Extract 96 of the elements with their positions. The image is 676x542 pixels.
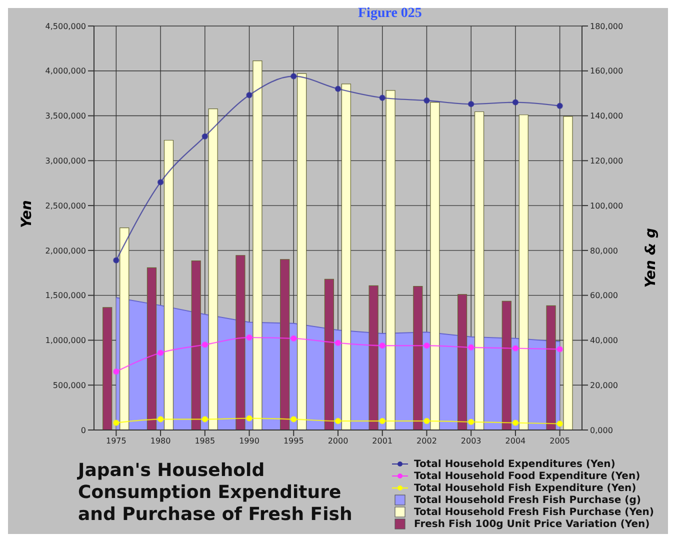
bar <box>164 140 174 430</box>
point <box>157 416 164 422</box>
point <box>468 344 474 351</box>
bar <box>236 255 246 430</box>
bar <box>191 260 201 430</box>
y-tick-label: 4,500,000 <box>45 22 86 31</box>
point <box>556 420 563 427</box>
x-tick-label: 2004 <box>505 436 526 446</box>
point <box>290 335 297 342</box>
point <box>246 415 252 422</box>
point <box>379 342 386 349</box>
point <box>379 418 386 424</box>
bar <box>563 116 573 430</box>
y2-tick-label: 20,000 <box>590 380 618 390</box>
bar <box>341 84 351 430</box>
legend-label: Total Household Fresh Fish Purchase (g) <box>414 494 641 506</box>
y-tick-label: 500,000 <box>52 380 86 390</box>
bar <box>413 286 423 430</box>
y2-tick-label: 40,000 <box>590 336 618 346</box>
point <box>468 101 474 108</box>
y-axis-title: Yen <box>18 200 35 228</box>
point <box>202 133 208 140</box>
x-tick-label: 2002 <box>416 436 437 446</box>
x-tick-label: 1975 <box>106 436 126 446</box>
bar <box>457 294 468 430</box>
y2-tick-label: 60,000 <box>590 291 618 300</box>
point <box>424 418 430 424</box>
y-tick-label: 2,000,000 <box>45 246 86 256</box>
y-tick-label: 1,500,000 <box>45 291 86 300</box>
point <box>424 97 430 104</box>
point <box>334 86 342 92</box>
y-tick-label: 3,000,000 <box>45 156 86 166</box>
point <box>157 179 164 186</box>
point <box>334 340 342 346</box>
point <box>113 257 120 264</box>
legend-label: Total Household Expenditures (Yen) <box>414 458 616 470</box>
point <box>246 92 252 98</box>
point <box>468 418 474 426</box>
point <box>512 420 519 426</box>
bar <box>297 73 307 430</box>
text: Japan's Household Consumption Expenditure and Purchase of Fresh Fish <box>78 460 354 526</box>
x-tick-label: 2005 <box>550 436 570 446</box>
bar <box>368 285 378 430</box>
caption: Figure 025 <box>358 6 422 22</box>
x-tick-label: 2003 <box>460 436 482 446</box>
point <box>290 73 297 80</box>
point <box>556 102 563 109</box>
legend-label: Total Household Food Expenditure (Yen) <box>414 470 640 482</box>
y2-tick-label: 140,000 <box>590 112 624 121</box>
point <box>113 420 120 426</box>
y2-tick-label: 100,000 <box>590 201 624 210</box>
bar <box>386 90 396 430</box>
point <box>556 346 563 352</box>
point <box>202 342 208 348</box>
legend-label: Fresh Fish 100g Unit Price Variation (Yen) <box>414 518 650 530</box>
bar <box>252 60 262 430</box>
bar <box>546 305 556 430</box>
bar <box>120 227 130 430</box>
y2-tick-label: 120,000 <box>590 156 624 166</box>
point <box>512 99 519 106</box>
bar <box>502 300 512 430</box>
point <box>290 416 297 422</box>
point <box>157 350 164 356</box>
point <box>424 342 430 349</box>
y2-axis-title: Yen & g <box>642 228 659 288</box>
point <box>379 94 386 101</box>
x-tick-label: 2000 <box>328 436 348 446</box>
y-tick-label: 0 <box>80 426 86 435</box>
y-tick-label: 3,500,000 <box>45 112 86 121</box>
bar <box>280 259 290 430</box>
bar <box>102 307 112 430</box>
x-tick-label: 1985 <box>194 436 216 446</box>
legend-label: Total Household Fish Expenditure (Yen) <box>414 482 636 494</box>
y2-tick-label: 180,000 <box>590 22 624 31</box>
y2-tick-label: 160,000 <box>590 66 624 76</box>
bar <box>518 114 528 430</box>
bar <box>208 108 218 430</box>
point <box>113 368 120 375</box>
x-tick-label: 1990 <box>239 436 260 446</box>
y-tick-label: 1,000,000 <box>45 336 86 346</box>
x-tick-label: 1995 <box>283 436 304 446</box>
point <box>202 416 208 422</box>
legend-label: Total Household Fresh Fish Purchase (Yen) <box>414 506 654 518</box>
point <box>334 418 342 424</box>
bar <box>324 278 334 430</box>
bar <box>474 111 484 430</box>
point <box>246 334 252 341</box>
y2-tick-label: 80,000 <box>590 246 618 256</box>
point <box>512 345 519 352</box>
x-tick-label: 1980 <box>150 436 171 446</box>
y-tick-label: 2,500,000 <box>45 201 86 210</box>
bar <box>146 267 157 430</box>
y-tick-label: 4,000,000 <box>45 66 86 76</box>
x-tick-label: 2001 <box>372 436 393 446</box>
y2-tick-label: 0,000 <box>590 426 613 435</box>
bar <box>430 102 440 430</box>
